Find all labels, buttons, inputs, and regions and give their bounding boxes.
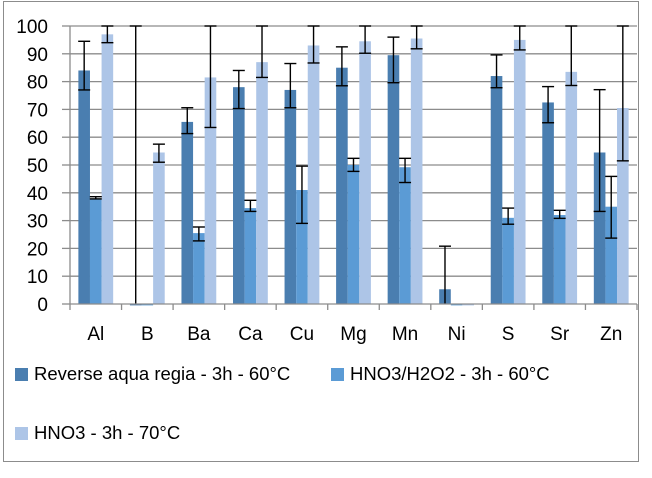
bar-B-series-3: [153, 152, 165, 304]
y-tick-label: 80: [27, 73, 48, 94]
x-tick-label-Ni: Ni: [448, 324, 466, 345]
y-tick-label: 10: [27, 267, 48, 288]
legend-item-reverse-aqua-regia: Reverse aqua regia - 3h - 60°C: [15, 363, 290, 385]
bar-Al-series-2: [89, 198, 102, 304]
y-tick-label: 20: [27, 239, 48, 260]
bar-Mg-series-1: [336, 67, 348, 304]
bar-Al-series-3: [101, 34, 114, 305]
bar-Mn-series-2: [399, 167, 411, 304]
bar-Mg-series-2: [347, 165, 360, 304]
y-tick-label: 100: [16, 17, 48, 38]
bar-Ba-series-2: [193, 233, 205, 304]
x-tick-label-S: S: [502, 324, 515, 345]
y-tick-label: 90: [27, 45, 48, 66]
legend-label: HNO3/H2O2 - 3h - 60°C: [350, 363, 550, 384]
bar-Ca-series-2: [244, 208, 257, 304]
bar-Zn-series-2: [605, 206, 618, 304]
x-tick-label-Ba: Ba: [187, 324, 211, 345]
bar-Ni-series-3: [462, 304, 474, 306]
x-tick-label-Mn: Mn: [392, 324, 418, 345]
legend-swatch: [331, 367, 344, 381]
bar-Sr-series-2: [553, 215, 566, 304]
x-tick-label-Sr: Sr: [550, 324, 570, 345]
bar-Ca-series-1: [233, 87, 245, 304]
bar-Cu-series-1: [284, 89, 297, 304]
bar-Ba-series-1: [181, 121, 194, 304]
bar-B-series-2: [141, 304, 154, 306]
bar-Mg-series-3: [359, 41, 371, 304]
bar-S-series-2: [502, 217, 514, 304]
bars: [78, 34, 629, 306]
y-tick-label: 70: [27, 100, 48, 121]
bar-Zn-series-1: [593, 152, 606, 304]
legend-item-hno3: HNO3 - 3h - 70°C: [15, 422, 180, 444]
axes: [62, 25, 638, 310]
bar-Sr-series-3: [565, 71, 578, 305]
bar-Zn-series-3: [617, 108, 629, 304]
bar-Sr-series-1: [542, 102, 554, 304]
legend-swatch: [15, 367, 28, 381]
legend-label: Reverse aqua regia - 3h - 60°C: [34, 363, 291, 384]
legend-item-hno3-h2o2: HNO3/H2O2 - 3h - 60°C: [331, 363, 550, 385]
y-tick-label: 60: [27, 128, 48, 149]
bar-S-series-3: [513, 39, 526, 305]
x-tick-label-B: B: [141, 324, 154, 345]
bar-B-series-1: [129, 304, 142, 306]
bar-Mn-series-1: [387, 55, 400, 304]
bar-Ca-series-3: [256, 62, 268, 304]
bar-S-series-1: [490, 76, 503, 304]
y-tick-label: 50: [27, 156, 48, 177]
bar-Ni-series-2: [450, 304, 463, 306]
y-tick-label: 40: [27, 184, 48, 205]
x-tick-label-Ca: Ca: [238, 324, 263, 345]
y-tick-labels: 0 10 20 30 40 50 60 70 80 90 100: [16, 17, 48, 316]
bar-Al-series-1: [78, 70, 90, 304]
legend-swatch: [15, 426, 28, 440]
x-tick-label-Mg: Mg: [340, 324, 366, 345]
y-tick-label: 30: [27, 212, 48, 233]
bar-Mn-series-3: [410, 38, 423, 304]
bar-Cu-series-2: [296, 190, 308, 304]
x-tick-labels: Al B Ba Ca Cu Mg Mn Ni S Sr Zn: [87, 324, 622, 345]
y-tick-label: 0: [37, 295, 48, 316]
x-tick-label-Zn: Zn: [600, 324, 622, 345]
error-bars: [78, 25, 629, 304]
bar-Cu-series-3: [307, 45, 320, 305]
x-tick-label-Cu: Cu: [290, 324, 314, 345]
x-tick-label-Al: Al: [87, 324, 104, 345]
bar-Ba-series-3: [204, 77, 217, 305]
legend-label: HNO3 - 3h - 70°C: [34, 422, 181, 443]
